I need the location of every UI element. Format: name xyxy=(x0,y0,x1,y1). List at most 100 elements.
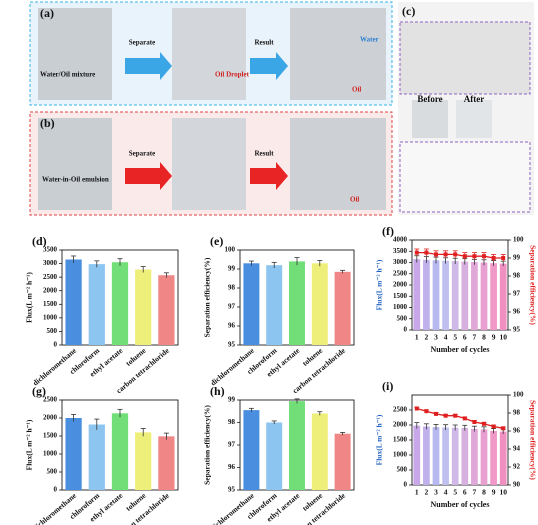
y-tick-label: 98 xyxy=(513,272,521,280)
bar xyxy=(480,429,488,485)
y-axis-label: Flux(L m⁻² h⁻¹) xyxy=(25,272,34,323)
y-axis-label: Separation efficiency(%) xyxy=(203,405,212,485)
marker xyxy=(462,416,467,421)
y-tick-label: 3000 xyxy=(393,258,408,266)
y-tick-label: 3500 xyxy=(43,246,58,254)
marker xyxy=(424,250,429,255)
x-tick-label: 4 xyxy=(444,333,448,342)
panel-label: (g) xyxy=(32,384,46,398)
y2-axis-label: Separation efficiency(%) xyxy=(528,400,537,480)
marker xyxy=(453,252,458,257)
bar xyxy=(289,261,305,345)
bar xyxy=(471,428,478,485)
marker xyxy=(414,406,419,411)
bar xyxy=(471,262,478,330)
bar xyxy=(451,261,459,330)
bar xyxy=(413,259,421,330)
x-tick-label: 2 xyxy=(425,333,429,342)
marker xyxy=(462,254,467,259)
y-tick-label: 4000 xyxy=(393,236,408,244)
y-tick-label: 500 xyxy=(47,468,58,476)
photo xyxy=(172,118,246,210)
bar xyxy=(311,263,328,345)
x-tick-label: 10 xyxy=(499,488,507,497)
marker xyxy=(443,413,448,418)
bar xyxy=(111,413,129,490)
x-tick-label: 10 xyxy=(499,333,507,342)
x-tick-label: 3 xyxy=(434,488,438,497)
panel-label: (i) xyxy=(382,379,393,393)
y-tick-label: 1500 xyxy=(393,292,408,300)
x-tick-label: 1 xyxy=(415,333,419,342)
y-tick-label: 1500 xyxy=(43,300,58,308)
y-tick-label: 2000 xyxy=(393,281,408,289)
bar xyxy=(461,428,469,485)
y-tick-label: 99 xyxy=(228,396,236,404)
photo xyxy=(290,8,386,100)
x-tick-label: 3 xyxy=(434,333,438,342)
bar xyxy=(432,260,440,330)
bar xyxy=(432,427,440,485)
photo-text: Separate xyxy=(129,150,155,158)
marker xyxy=(434,411,438,416)
bar xyxy=(158,275,175,345)
marker xyxy=(453,413,458,418)
y-tick-label: 97 xyxy=(228,441,236,449)
marker xyxy=(414,250,419,255)
micrograph xyxy=(399,21,531,95)
x-axis-label: Number of cycles xyxy=(431,345,490,354)
y-tick-label: 96 xyxy=(228,322,236,330)
panel-label: (d) xyxy=(32,234,47,248)
y-tick-label: 0 xyxy=(404,326,408,334)
photo-text: Result xyxy=(254,150,274,158)
marker xyxy=(501,256,506,260)
bar xyxy=(490,431,497,485)
bar xyxy=(266,422,283,490)
y-tick-label: 90 xyxy=(513,481,521,489)
bar xyxy=(499,431,507,485)
arrow xyxy=(250,52,288,80)
y-tick-label: 0 xyxy=(54,486,58,494)
y-tick-label: 2000 xyxy=(43,286,58,294)
photo xyxy=(38,118,112,210)
bar xyxy=(243,263,260,345)
bar xyxy=(423,259,430,330)
bar xyxy=(65,418,82,490)
y-tick-label: 1000 xyxy=(393,303,408,311)
bar xyxy=(442,260,449,330)
x-tick-label: 4 xyxy=(444,488,448,497)
bar xyxy=(413,425,421,485)
bar xyxy=(334,271,351,345)
x-tick-label: 9 xyxy=(492,488,496,497)
marker xyxy=(434,252,438,257)
marker xyxy=(443,252,448,257)
bar xyxy=(135,269,152,345)
y-tick-label: 100 xyxy=(225,246,236,254)
x-tick-label: 5 xyxy=(453,488,457,497)
bar xyxy=(499,263,507,330)
bar xyxy=(65,259,82,345)
x-axis-label: Number of cycles xyxy=(431,500,490,509)
photo-text: Separate xyxy=(129,39,155,47)
photo-text: Oil xyxy=(352,86,361,94)
x-tick-label: 7 xyxy=(473,333,477,342)
bar xyxy=(423,426,430,485)
y-tick-label: 3500 xyxy=(393,247,408,255)
y-tick-label: 100 xyxy=(513,391,524,399)
photo-text: After xyxy=(464,94,484,104)
marker xyxy=(482,254,486,259)
panel-label: (a) xyxy=(40,6,54,20)
y-tick-label: 1500 xyxy=(43,432,58,440)
x-tick-label: 2 xyxy=(425,488,429,497)
bar xyxy=(88,264,105,345)
y-tick-label: 1000 xyxy=(393,451,408,459)
bar xyxy=(135,432,152,490)
panel-label: (f) xyxy=(382,224,394,238)
y-tick-label: 94 xyxy=(513,445,521,453)
y-axis-label: Flux(L m⁻² h⁻¹) xyxy=(375,414,384,465)
bar xyxy=(158,436,175,490)
bar xyxy=(88,424,105,490)
vial xyxy=(412,100,448,138)
line xyxy=(416,407,504,429)
arrow xyxy=(125,162,172,190)
